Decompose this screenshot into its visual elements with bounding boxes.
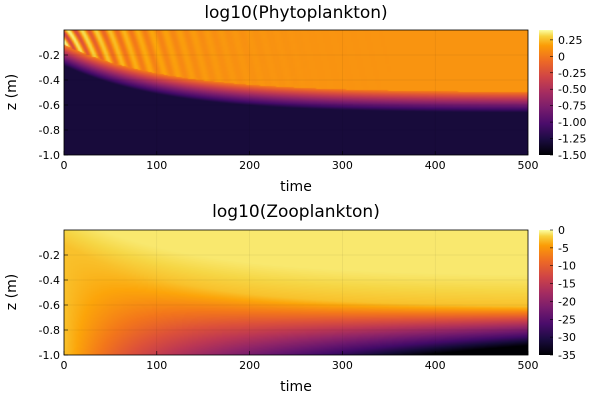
- y-axis-label: z (m): [4, 274, 20, 310]
- colorbar-tick-label: -1.25: [558, 133, 586, 146]
- colorbar-tick-label: -1.50: [558, 149, 586, 162]
- x-tick-label: 0: [61, 359, 68, 372]
- colorbar-tick-label: -15: [558, 278, 576, 291]
- x-tick-label: 500: [518, 359, 539, 372]
- colorbar-tick-label: 0: [558, 224, 565, 237]
- plot-frame: [63, 229, 529, 356]
- y-axis-label: z (m): [4, 74, 20, 110]
- x-tick-label: 0: [61, 159, 68, 172]
- y-tick-label: -0.2: [39, 49, 60, 62]
- y-tick-label: -1.0: [39, 349, 60, 362]
- y-axis-ticks: -0.2 -0.4 -0.6 -0.8 -1.0: [39, 249, 68, 362]
- colorbar-tick-label: -0.50: [558, 83, 586, 96]
- chart-title: log10(Phytoplankton): [204, 3, 387, 23]
- x-axis-label: time: [280, 179, 312, 195]
- x-axis-ticks: 0 100 200 300 400 500: [61, 351, 539, 372]
- colorbar: [539, 230, 553, 355]
- y-tick-label: -0.6: [39, 99, 60, 112]
- plot-frame: [63, 29, 529, 156]
- colorbar-tick-label: -5: [558, 242, 569, 255]
- y-tick-label: -0.4: [39, 74, 60, 87]
- x-tick-label: 100: [146, 159, 167, 172]
- x-axis-label: time: [280, 379, 312, 395]
- x-tick-label: 400: [425, 359, 446, 372]
- colorbar-tick-label: -10: [558, 260, 576, 273]
- x-tick-label: 300: [332, 359, 353, 372]
- y-tick-label: -0.6: [39, 299, 60, 312]
- heatmap-panel-phytoplankton: log10(Phytoplankton) 0 100 200 300 400 500 -0…: [4, 3, 586, 195]
- y-tick-label: -0.8: [39, 324, 60, 337]
- colorbar-tick-label: -35: [558, 349, 576, 362]
- x-tick-label: 200: [239, 359, 260, 372]
- colorbar-ticks: 0.25 0 -0.25 -0.50 -0.75 -1.00 -1.25 -1.50: [550, 34, 586, 162]
- colorbar-tick-label: -25: [558, 313, 576, 326]
- colorbar-tick-label: -30: [558, 331, 576, 344]
- colorbar-tick-label: -0.25: [558, 67, 586, 80]
- colorbar-tick-label: 0: [558, 50, 565, 63]
- y-tick-label: -0.2: [39, 249, 60, 262]
- colorbar: [539, 30, 553, 155]
- y-tick-label: -0.4: [39, 274, 60, 287]
- x-tick-label: 500: [518, 159, 539, 172]
- x-axis-ticks: 0 100 200 300 400 500: [61, 151, 539, 172]
- x-tick-label: 200: [239, 159, 260, 172]
- y-axis-ticks: -0.2 -0.4 -0.6 -0.8 -1.0: [39, 49, 68, 162]
- heatmap-image: [64, 30, 528, 155]
- heatmap-image: [64, 230, 528, 355]
- y-tick-label: -1.0: [39, 149, 60, 162]
- x-tick-label: 300: [332, 159, 353, 172]
- y-tick-label: -0.8: [39, 124, 60, 137]
- heatmap-panel-zooplankton: log10(Zooplankton) 0 100 200 300 400 500 -0.2…: [4, 202, 576, 395]
- chart-title: log10(Zooplankton): [212, 202, 380, 222]
- colorbar-ticks: 0 -5 -10 -15 -20 -25 -30 -35: [550, 224, 576, 362]
- colorbar-tick-label: -1.00: [558, 116, 586, 129]
- x-tick-label: 100: [146, 359, 167, 372]
- colorbar-tick-label: -20: [558, 295, 576, 308]
- colorbar-tick-label: 0.25: [558, 34, 583, 47]
- x-tick-label: 400: [425, 159, 446, 172]
- colorbar-tick-label: -0.75: [558, 100, 586, 113]
